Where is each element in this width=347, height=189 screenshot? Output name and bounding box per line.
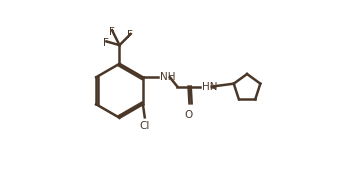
Text: HN: HN [202, 82, 217, 92]
Text: O: O [184, 110, 193, 120]
Text: Cl: Cl [139, 121, 150, 131]
Text: F: F [127, 30, 133, 40]
Text: F: F [109, 27, 115, 37]
Text: F: F [103, 38, 109, 48]
Text: NH: NH [160, 72, 175, 82]
